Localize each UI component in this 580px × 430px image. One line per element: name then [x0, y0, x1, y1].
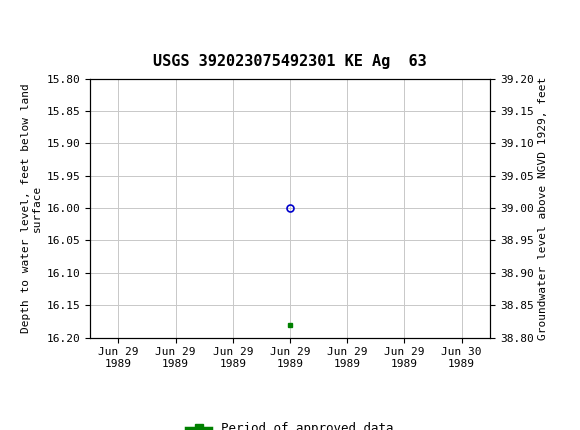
Y-axis label: Groundwater level above NGVD 1929, feet: Groundwater level above NGVD 1929, feet: [538, 77, 548, 340]
Text: ≋: ≋: [7, 7, 27, 31]
Y-axis label: Depth to water level, feet below land
surface: Depth to water level, feet below land su…: [21, 83, 42, 333]
Text: USGS 392023075492301 KE Ag  63: USGS 392023075492301 KE Ag 63: [153, 54, 427, 69]
Text: USGS: USGS: [39, 9, 103, 29]
Legend: Period of approved data: Period of approved data: [181, 417, 399, 430]
